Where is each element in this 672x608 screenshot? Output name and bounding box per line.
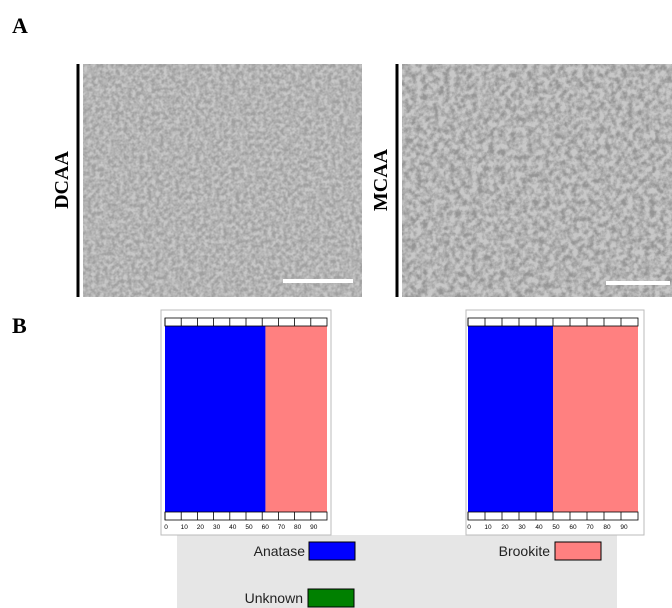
panel-label: A bbox=[12, 13, 28, 38]
x-tick-label: 30 bbox=[518, 524, 526, 531]
bar-segment bbox=[265, 326, 327, 512]
legend-swatch bbox=[554, 541, 602, 561]
x-tick-label: 20 bbox=[501, 524, 509, 531]
x-tick-label: 80 bbox=[294, 524, 302, 531]
bar-segment bbox=[165, 326, 266, 512]
x-tick-label: 70 bbox=[278, 524, 286, 531]
x-tick-label: 40 bbox=[535, 524, 543, 531]
x-tick-label: 60 bbox=[569, 524, 577, 531]
image-label: DCAA bbox=[51, 151, 73, 209]
x-tick-label: 60 bbox=[262, 524, 270, 531]
x-tick-label: 50 bbox=[245, 524, 253, 531]
x-tick-label: 0 bbox=[164, 524, 168, 531]
legend-label: Anatase bbox=[254, 543, 306, 559]
image-label: MCAA bbox=[370, 148, 392, 211]
bar-segment bbox=[553, 326, 638, 512]
bar-segment bbox=[468, 326, 553, 512]
x-tick-label: 20 bbox=[197, 524, 205, 531]
x-tick-label: 30 bbox=[213, 524, 221, 531]
legend-swatch bbox=[307, 588, 355, 608]
panel-label: B bbox=[12, 313, 27, 338]
legend-label: Brookite bbox=[499, 543, 551, 559]
x-tick-label: 50 bbox=[552, 524, 560, 531]
x-tick-label: 90 bbox=[620, 524, 628, 531]
x-tick-label: 10 bbox=[181, 524, 189, 531]
x-tick-label: 0 bbox=[467, 524, 471, 531]
x-tick-label: 80 bbox=[603, 524, 611, 531]
x-tick-label: 40 bbox=[229, 524, 237, 531]
legend-swatch bbox=[308, 541, 356, 561]
legend-label: Unknown bbox=[245, 590, 303, 606]
x-tick-label: 70 bbox=[586, 524, 594, 531]
tem-texture bbox=[402, 64, 672, 297]
tem-texture bbox=[83, 64, 362, 297]
legend-box bbox=[177, 535, 617, 608]
x-tick-label: 10 bbox=[484, 524, 492, 531]
x-tick-label: 90 bbox=[310, 524, 318, 531]
